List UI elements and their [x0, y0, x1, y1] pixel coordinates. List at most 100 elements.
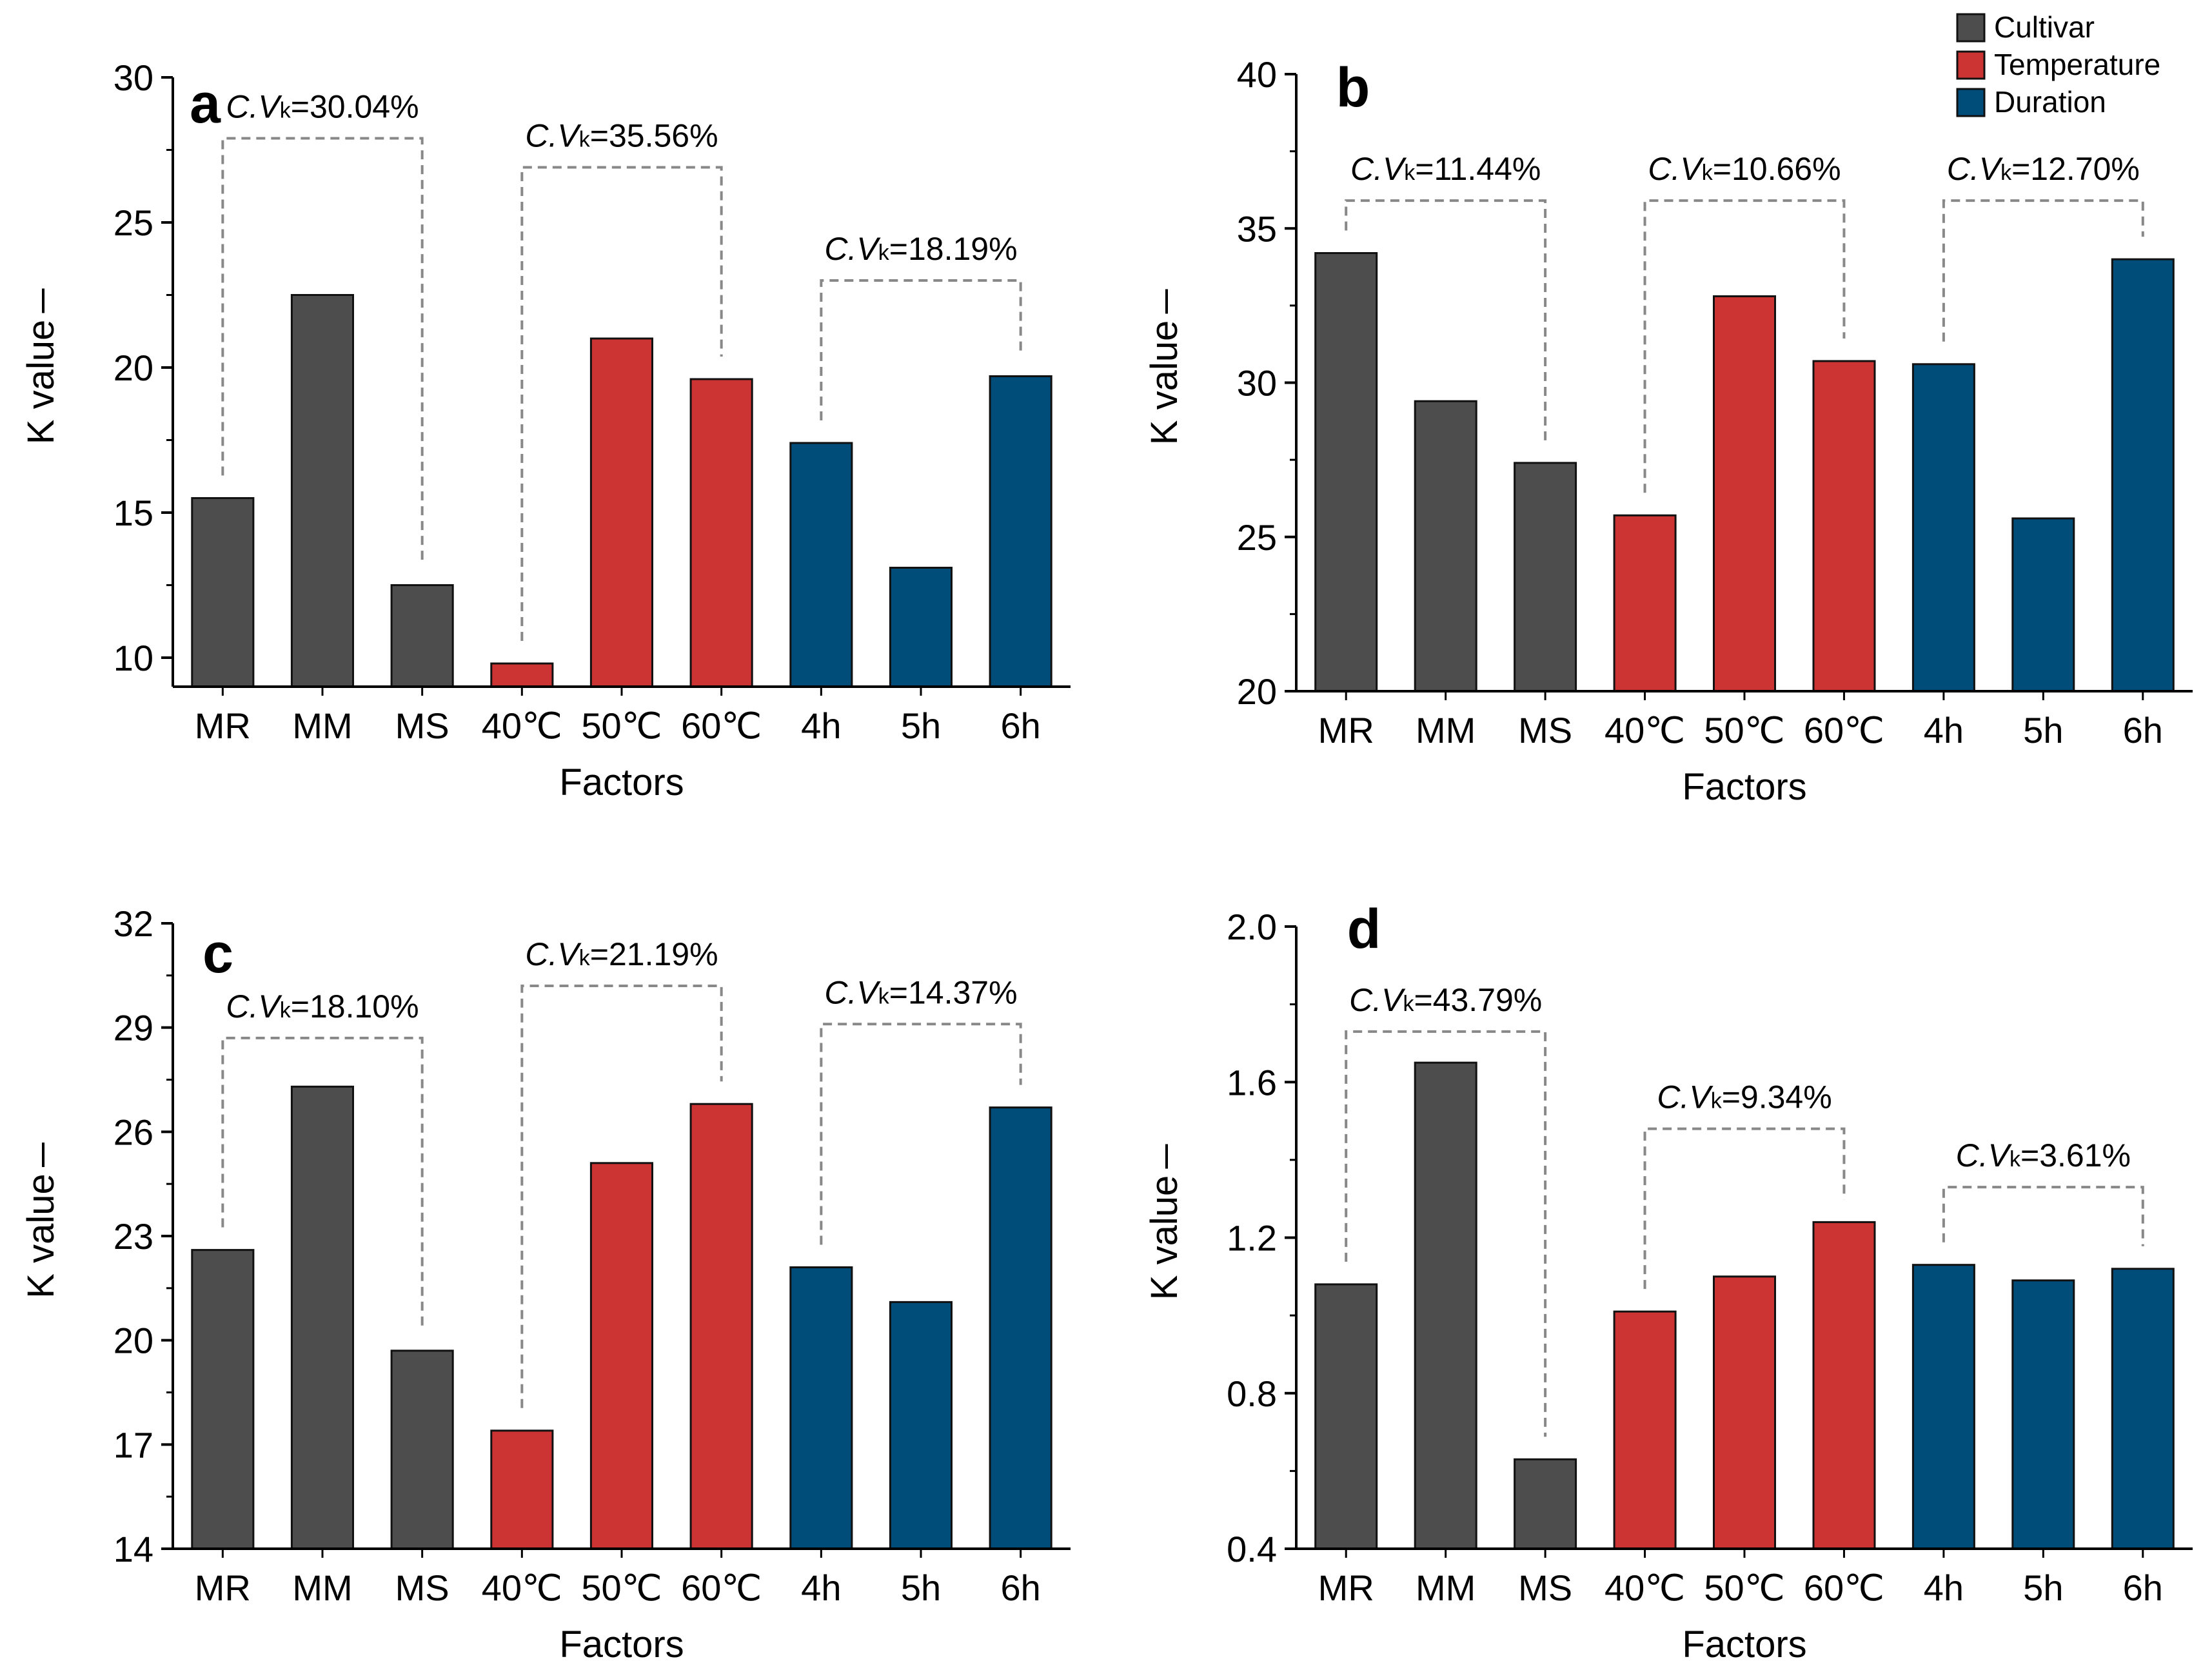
y-tick-label: 30 [114, 57, 153, 98]
panel-a: 10 15 20 25 30 MR MM MS 40℃ 50℃ 60℃ 4h 5h 6h Factors K … [20, 57, 1071, 803]
panel-letter: d [1347, 898, 1381, 960]
y-tick-label: 29 [114, 1008, 153, 1048]
x-tick-label: 60℃ [681, 705, 762, 746]
cv-annotation-2: C.Vk=18.19% [824, 231, 1017, 267]
bar-b-5 [1812, 360, 1876, 692]
x-tick-label: 50℃ [1704, 1567, 1784, 1608]
bar-a-5 [689, 378, 753, 688]
cv-bracket [1643, 199, 1846, 493]
x-axis-title: Factors [559, 1624, 684, 1665]
bar-b-6 [1911, 363, 1975, 692]
panel-b: 20 25 30 35 40 MR MM MS 40℃ 50℃ 60℃ 4h 5h 6h Factors K … [1143, 54, 2193, 808]
x-tick-label: 5h [2023, 710, 2063, 751]
x-axis-title: Factors [1682, 1624, 1806, 1665]
y-tick-label: 1.2 [1227, 1218, 1277, 1259]
x-tick-label: 6h [2123, 710, 2163, 751]
x-tick-label: 40℃ [482, 1567, 562, 1608]
x-tick-label: 40℃ [1605, 1567, 1685, 1608]
bar-c-3 [490, 1429, 554, 1550]
cv-bracket [520, 985, 723, 1408]
x-tick-label: 50℃ [581, 1567, 662, 1608]
y-tick-label: 14 [114, 1529, 153, 1569]
bar-a-3 [490, 662, 554, 688]
x-tick-label: MM [1416, 1567, 1476, 1608]
y-tick-label: 40 [1237, 54, 1277, 95]
bar-d-7 [2011, 1279, 2075, 1550]
y-tick-label: 10 [114, 638, 153, 678]
bar-d-8 [2111, 1268, 2175, 1550]
bar-a-1 [290, 294, 354, 688]
y-tick-label: 1.6 [1227, 1062, 1277, 1103]
bar-d-3 [1613, 1310, 1677, 1550]
bar-c-7 [889, 1301, 953, 1550]
bar-b-0 [1314, 252, 1378, 692]
bar-a-4 [589, 337, 654, 688]
y-tick-label: 20 [114, 1321, 153, 1361]
cv-annotation-0: C.Vk=30.04% [226, 89, 419, 125]
cv-bracket [1643, 1127, 1846, 1290]
y-tick-label: 20 [1237, 671, 1277, 712]
bar-c-8 [989, 1106, 1052, 1550]
y-tick-label: 20 [114, 348, 153, 388]
y-tick-label: 25 [1237, 517, 1277, 558]
cv-annotation-1: C.Vk=10.66% [1648, 151, 1841, 187]
cv-bracket [1345, 1030, 1547, 1437]
x-axis-title: Factors [1682, 766, 1806, 808]
cv-annotation-2: C.Vk=14.37% [824, 974, 1017, 1010]
legend-swatch-2 [1956, 88, 1986, 117]
panel-d: 0.4 0.8 1.2 1.6 2.0 MR MM MS 40℃ 50℃ 60℃ 4h 5h 6h Fact… [1143, 898, 2193, 1665]
x-tick-label: 5h [2023, 1567, 2063, 1608]
x-tick-label: 50℃ [581, 705, 662, 746]
x-tick-label: MS [1518, 710, 1572, 751]
cv-bracket [1345, 199, 1547, 440]
x-tick-label: 60℃ [1804, 710, 1884, 751]
cv-annotation-2: C.Vk=12.70% [1947, 151, 2140, 187]
cv-annotation-0: C.Vk=11.44% [1350, 151, 1541, 187]
legend: Cultivar Temperature Duration [1956, 10, 2160, 119]
bar-d-2 [1514, 1458, 1577, 1550]
x-tick-label: 4h [1924, 1567, 1964, 1608]
bar-a-6 [789, 442, 853, 688]
y-tick-label: 26 [114, 1112, 153, 1152]
bar-b-8 [2111, 258, 2175, 692]
x-tick-label: MR [195, 1567, 251, 1608]
x-tick-label: MS [1518, 1567, 1572, 1608]
cv-bracket [820, 1023, 1022, 1245]
bar-d-0 [1314, 1283, 1378, 1550]
bar-c-1 [290, 1085, 354, 1550]
x-tick-label: 60℃ [1804, 1567, 1884, 1608]
cv-bracket [221, 137, 424, 563]
y-tick-label: 0.8 [1227, 1373, 1277, 1414]
legend-label-0: Cultivar [1994, 10, 2095, 44]
panel-c: 14 17 20 23 26 29 32 MR MM MS 40℃ 50℃ 60℃ 4h 5h 6h Facto… [20, 903, 1071, 1665]
y-tick-label: 15 [114, 493, 153, 533]
bar-a-2 [390, 584, 454, 688]
bar-b-4 [1713, 295, 1776, 692]
cv-bracket [820, 279, 1022, 420]
panel-letter: a [190, 73, 221, 135]
x-tick-label: 40℃ [482, 705, 562, 746]
x-tick-label: 4h [1924, 710, 1964, 751]
x-tick-label: 6h [1001, 1567, 1041, 1608]
bar-d-1 [1414, 1061, 1477, 1550]
x-axis-title: Factors [559, 761, 684, 803]
panel-letter: b [1336, 57, 1370, 119]
x-tick-label: MR [1318, 710, 1374, 751]
y-tick-label: 32 [114, 903, 153, 944]
legend-label-2: Duration [1994, 85, 2106, 119]
x-tick-label: 4h [801, 1567, 841, 1608]
cv-annotation-2: C.Vk=3.61% [1956, 1137, 2131, 1173]
x-tick-label: MM [292, 705, 352, 746]
y-tick-label: 2.0 [1227, 907, 1277, 947]
cv-bracket [221, 1036, 424, 1328]
legend-label-1: Temperature [1994, 48, 2160, 81]
x-tick-label: MR [1318, 1567, 1374, 1608]
x-tick-label: 6h [1001, 705, 1041, 746]
y-tick-label: 35 [1237, 208, 1277, 249]
bar-c-4 [589, 1162, 654, 1550]
cv-annotation-0: C.Vk=18.10% [226, 988, 419, 1025]
y-axis-title: K value [1143, 1175, 1185, 1300]
bar-a-7 [889, 567, 953, 688]
y-tick-label: 25 [114, 202, 153, 243]
y-tick-label: 17 [114, 1424, 153, 1465]
